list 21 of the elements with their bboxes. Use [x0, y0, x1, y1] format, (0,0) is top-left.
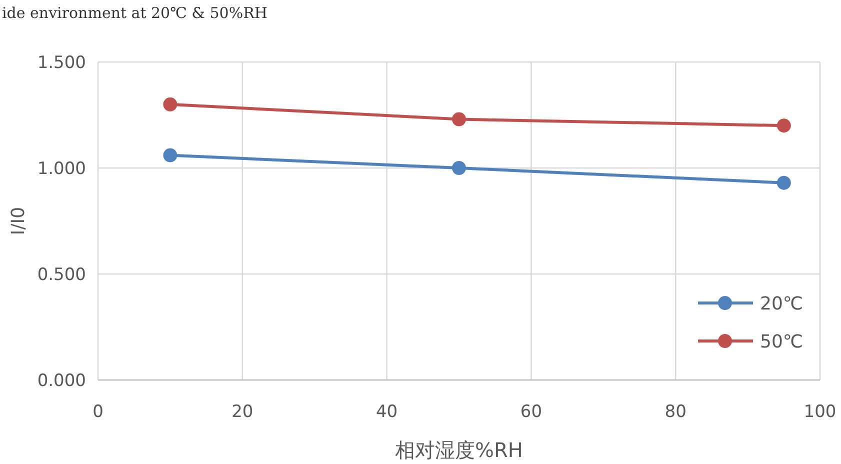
- y-tick-label: 0.500: [37, 264, 86, 285]
- y-tick-label: 1.000: [37, 158, 86, 179]
- point: [163, 97, 178, 112]
- x-tick-label: 80: [664, 402, 686, 422]
- x-tick-label: 100: [804, 402, 836, 422]
- legend-label: 50℃: [760, 331, 804, 352]
- point: [452, 112, 466, 126]
- x-tick-label: 60: [520, 402, 542, 422]
- legend-label: 20℃: [760, 293, 804, 314]
- y-tick-label: 0.000: [37, 370, 86, 391]
- y-axis-title: I/I0: [8, 206, 29, 236]
- point: [776, 176, 791, 190]
- x-axis-title: 相对湿度%RH: [395, 438, 523, 462]
- x-tick-label: 20: [232, 402, 254, 422]
- point: [776, 118, 791, 133]
- chart-title: ide environment at 20℃ & 50%RH: [2, 4, 268, 22]
- x-tick-label: 0: [92, 402, 104, 422]
- point: [163, 148, 178, 162]
- y-tick-label: 1.500: [37, 52, 86, 73]
- point: [452, 161, 466, 175]
- x-tick-label: 40: [376, 402, 398, 422]
